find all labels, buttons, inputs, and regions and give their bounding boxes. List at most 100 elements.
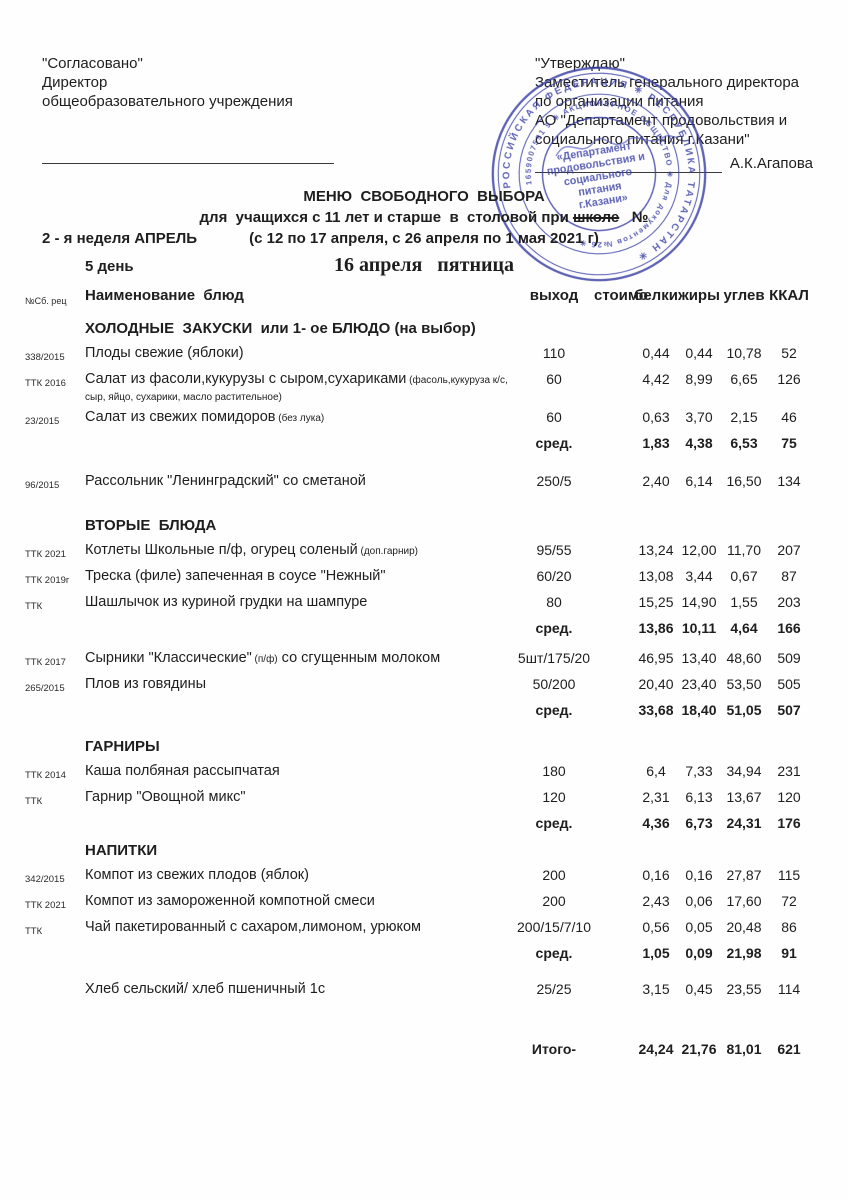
- dish-name: Салат из свежих помидоров (без лука): [85, 409, 514, 427]
- protein-value: 2,40: [642, 472, 670, 489]
- fat-value: 13,40: [681, 649, 717, 666]
- portion-size: 60: [546, 370, 562, 387]
- recipe-number: [25, 620, 85, 624]
- menu-item-row: 342/2015 Компот из свежих плодов (яблок) 2…: [25, 864, 810, 890]
- carbs-value: 6,53: [730, 434, 758, 451]
- carbs-value: 11,70: [727, 541, 761, 558]
- kcal-value: 87: [781, 567, 797, 584]
- carbs-value: 17,60: [726, 892, 762, 909]
- row-gap: [25, 454, 810, 470]
- kcal-value: 203: [777, 593, 801, 610]
- approval-left-line: общеобразовательного учреждения: [42, 93, 293, 110]
- header-recipe-number: №Сб. рец: [25, 295, 67, 306]
- protein-value: 3,15: [642, 980, 670, 997]
- row-label: сред.: [535, 619, 573, 636]
- section-title: ВТОРЫЕ БЛЮДА: [85, 517, 217, 534]
- recipe-number: ТТК 2021: [25, 548, 66, 560]
- recipe-number: ТТК 2014: [25, 769, 66, 781]
- kcal-value: 86: [781, 918, 797, 935]
- dish-ingredients: сыр, яйцо, сухарики, масло растительное): [85, 391, 282, 403]
- fat-value: 4,38: [685, 434, 713, 451]
- portion-size: 120: [542, 788, 566, 805]
- portion-size: 250/5: [536, 472, 572, 489]
- header-protein: белки: [634, 286, 678, 304]
- dish-name: Каша полбяная рассыпчатая: [85, 763, 514, 780]
- approval-left-line: "Согласовано": [42, 55, 143, 72]
- carbs-value: 34,94: [726, 762, 762, 779]
- protein-value: 4,36: [642, 814, 670, 831]
- dish-name-text: Компот из свежих плодов (яблок): [85, 866, 309, 883]
- carbs-value: 48,60: [726, 649, 762, 666]
- row-label: сред.: [535, 944, 573, 961]
- average-row: сред. 13,86 10,11 4,64 166: [25, 617, 810, 639]
- dish-name: Плоды свежие (яблоки): [85, 345, 514, 362]
- section-header-row: ГАРНИРЫ: [25, 730, 810, 760]
- approval-right-line: Заместитель генерального директора: [535, 74, 800, 91]
- fat-value: 0,44: [685, 344, 713, 361]
- signer-name: А.К.Агапова: [729, 155, 813, 172]
- row-label: Итого-: [531, 1040, 577, 1057]
- header-carbs: углев: [723, 286, 765, 304]
- row-gap: [25, 721, 810, 730]
- dish-name: Рассольник "Ленинградский" со сметаной: [85, 473, 514, 490]
- menu-item-row: ТТК 2016 Салат из фасоли,кукурузы с сыром…: [25, 368, 810, 406]
- recipe-number: ТТК 2021: [25, 899, 66, 911]
- recipe-number: [25, 320, 85, 324]
- recipe-number: 96/2015: [25, 479, 60, 491]
- fat-value: 6,14: [685, 472, 713, 489]
- subtitle-struck-word: школе: [572, 209, 620, 226]
- dish-name-text: со сгущенным молоком: [277, 649, 441, 666]
- carbs-value: 16,50: [726, 472, 762, 489]
- average-row: сред. 4,36 6,73 24,31 176: [25, 812, 810, 834]
- carbs-value: 4,64: [730, 619, 758, 636]
- carbs-value: 2,15: [730, 408, 758, 425]
- menu-dates: (с 12 по 17 апреля, с 26 апреля по 1 мая…: [249, 230, 599, 247]
- kcal-value: 115: [777, 866, 801, 883]
- section-title: ХОЛОДНЫЕ ЗАКУСКИ или 1- ое БЛЮДО (на выб…: [85, 320, 476, 337]
- portion-size: 180: [542, 762, 566, 779]
- recipe-number: [25, 738, 85, 742]
- kcal-value: 120: [777, 788, 801, 805]
- protein-value: 24,24: [638, 1040, 674, 1057]
- carbs-value: 13,67: [726, 788, 762, 805]
- subtitle-text: для учащихся с 11 лет и старше в столово…: [199, 209, 573, 226]
- protein-value: 4,42: [642, 370, 670, 387]
- date-weekday: 16 апреля пятница: [333, 254, 515, 276]
- carbs-value: 10,78: [726, 344, 762, 361]
- protein-value: 33,68: [638, 701, 674, 718]
- fat-value: 3,70: [685, 408, 713, 425]
- kcal-value: 505: [777, 675, 801, 692]
- protein-value: 46,95: [638, 649, 674, 666]
- fat-value: 12,00: [681, 541, 717, 558]
- protein-value: 13,86: [638, 619, 674, 636]
- menu-item-row: 96/2015 Рассольник "Ленинградский" со сме…: [25, 470, 810, 496]
- dish-name-text: Чай пакетированный с сахаром,лимоном, ур…: [85, 918, 422, 935]
- protein-value: 6,4: [646, 762, 666, 779]
- menu-item-row: 338/2015 Плоды свежие (яблоки) 110 0,44 0,44…: [25, 342, 810, 368]
- protein-value: 15,25: [638, 593, 674, 610]
- dish-name-text: Компот из замороженной компотной смеси: [85, 892, 375, 909]
- section-title: ГАРНИРЫ: [85, 738, 160, 755]
- recipe-number: [25, 435, 85, 439]
- menu-title: МЕНЮ СВОБОДНОГО ВЫБОРА: [303, 188, 545, 205]
- dish-name: Компот из замороженной компотной смеси: [85, 893, 514, 910]
- fat-value: 8,99: [685, 370, 713, 387]
- protein-value: 0,56: [642, 918, 670, 935]
- dish-note: (п/ф): [251, 653, 278, 665]
- approval-right-line: "Утверждаю": [535, 55, 625, 72]
- row-label: сред.: [535, 814, 573, 831]
- header-cost: стоимо: [594, 286, 648, 304]
- menu-item-row: ТТК 2017 Сырники "Классические" (п/ф) со …: [25, 647, 810, 673]
- kcal-value: 231: [777, 762, 801, 779]
- table-header-row: №Сб. рец Наименование блюд выход стоимо …: [25, 284, 810, 312]
- recipe-number: ТТК: [25, 600, 43, 612]
- protein-value: 0,16: [642, 866, 670, 883]
- menu-item-row: 23/2015 Салат из свежих помидоров (без лу…: [25, 406, 810, 432]
- fat-value: 10,11: [681, 619, 717, 636]
- fat-value: 7,33: [685, 762, 713, 779]
- protein-value: 0,44: [642, 344, 670, 361]
- average-row: сред. 1,05 0,09 21,98 91: [25, 942, 810, 964]
- dish-note: (без лука): [275, 412, 325, 424]
- portion-size: 80: [546, 593, 562, 610]
- section-header-row: ВТОРЫЕ БЛЮДА: [25, 509, 810, 539]
